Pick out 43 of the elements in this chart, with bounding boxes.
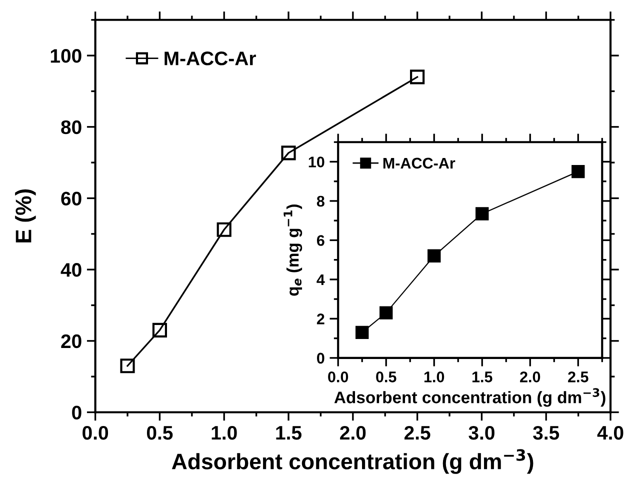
x-tick-label: 1.0 bbox=[424, 372, 444, 382]
point bbox=[356, 326, 369, 340]
x-axis-title: Adsorbent concentration (g dm$^{−3}$) bbox=[334, 388, 606, 407]
x-tick-label: 1.0 bbox=[212, 426, 237, 440]
x-tick-label: 3.5 bbox=[533, 426, 560, 440]
x-tick-label: 0.5 bbox=[146, 426, 173, 440]
point bbox=[120, 358, 135, 374]
y-tick-label: 20 bbox=[61, 334, 82, 348]
y-tick-label: 80 bbox=[61, 120, 82, 134]
x-axis-title: Adsorbent concentration (g dm$^{−3}$) bbox=[172, 449, 534, 474]
point bbox=[281, 146, 296, 160]
y-tick-label: 60 bbox=[61, 192, 82, 206]
x-tick-label: 3.0 bbox=[468, 426, 494, 440]
x-tick-label: 2.5 bbox=[568, 372, 588, 382]
y-tick-label: 0 bbox=[317, 352, 324, 364]
legend-label: M-ACC-Ar bbox=[383, 158, 456, 169]
x-tick-label: 1.5 bbox=[276, 426, 302, 440]
point bbox=[152, 322, 168, 338]
point bbox=[380, 306, 393, 320]
x-tick-label: 0.0 bbox=[328, 372, 348, 382]
x-tick-label: 0.5 bbox=[376, 372, 396, 382]
x-tick-label: 1.5 bbox=[472, 372, 492, 382]
y-axis-title: E (%) bbox=[15, 189, 36, 242]
x-tick-label: 0.0 bbox=[82, 426, 108, 440]
y-tick-label: 100 bbox=[50, 49, 82, 63]
y-tick-label: 2 bbox=[316, 314, 324, 324]
point bbox=[476, 207, 489, 220]
y-tick-label: 0 bbox=[72, 406, 82, 420]
x-tick-label: 4.0 bbox=[597, 426, 624, 440]
point bbox=[410, 70, 425, 84]
legend-label: M-ACC-Ar bbox=[164, 52, 256, 66]
point bbox=[216, 222, 232, 237]
y-axis-title: q$_{e}$ (mg g$^{−1}$) bbox=[284, 204, 302, 296]
y-tick-label: 10 bbox=[308, 156, 324, 168]
y-tick-label: 8 bbox=[316, 196, 324, 207]
point bbox=[428, 249, 441, 263]
x-tick-label: 2.5 bbox=[404, 426, 430, 440]
x-tick-label: 2.0 bbox=[520, 372, 540, 382]
y-tick-label: 6 bbox=[316, 235, 324, 246]
point bbox=[572, 164, 585, 178]
x-tick-label: 2.0 bbox=[340, 426, 366, 440]
y-tick-label: 4 bbox=[316, 274, 325, 285]
y-tick-label: 40 bbox=[60, 263, 82, 277]
